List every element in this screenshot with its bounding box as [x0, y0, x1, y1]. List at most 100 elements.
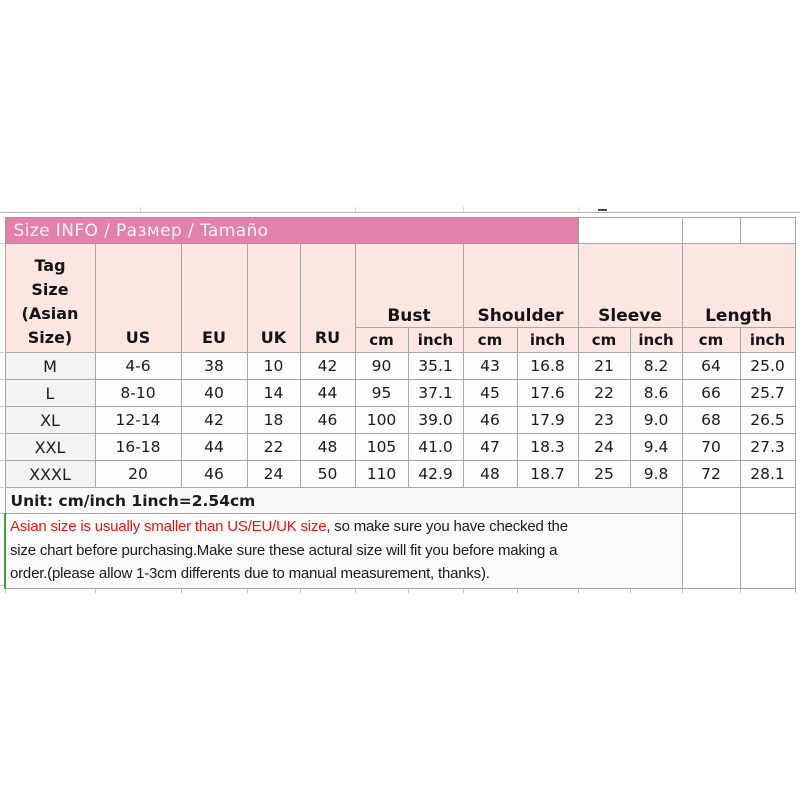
data-cell: 72 — [681, 460, 741, 488]
data-cell: 110 — [354, 460, 409, 488]
data-cell: 66 — [681, 379, 741, 407]
data-cell: 8.6 — [629, 379, 683, 407]
data-cell: 12-14 — [94, 406, 182, 434]
size-label-cell: L — [4, 379, 96, 407]
data-cell: 47 — [462, 433, 518, 461]
data-cell: 64 — [681, 352, 741, 380]
unit-header-inch: inch — [407, 327, 464, 353]
data-cell: 45 — [462, 379, 518, 407]
data-cell: 17.9 — [516, 406, 579, 434]
disclaimer-text: Asian size is usually smaller than US/EU… — [3, 513, 683, 589]
disclaimer-line-3: order.(please allow 1-3cm differents due… — [10, 565, 490, 582]
data-cell: 18.7 — [516, 460, 579, 488]
group-header-bust: Bust — [354, 243, 464, 328]
data-cell: 39.0 — [407, 406, 464, 434]
data-cell: 43 — [462, 352, 518, 380]
unit-header-cm: cm — [681, 327, 741, 353]
header-group-row: Tag Size (Asian Size) US EU UK RU Bust S… — [4, 243, 796, 353]
grid-tick-cell — [355, 588, 409, 593]
grid-sliver-line — [0, 513, 4, 514]
table-title: Size INFO / Размер / Tamaño — [4, 217, 579, 244]
data-cell: 100 — [354, 406, 409, 434]
data-cell: 37.1 — [407, 379, 464, 407]
data-cell: 24 — [577, 433, 631, 461]
empty-cell — [681, 487, 741, 514]
disclaimer-row: Asian size is usually smaller than US/EU… — [3, 513, 796, 589]
grid-tick-cell — [578, 588, 631, 593]
data-cell: 68 — [681, 406, 741, 434]
data-cell: 95 — [354, 379, 409, 407]
data-cell: 46 — [299, 406, 356, 434]
table-row-m: M 4-6 38 10 42 90 35.1 43 16.8 21 8.2 64… — [4, 352, 796, 380]
data-cell: 16-18 — [94, 433, 182, 461]
data-cell: 8-10 — [94, 379, 182, 407]
data-cell: 46 — [462, 406, 518, 434]
title-row: Size INFO / Размер / Tamaño — [4, 217, 796, 244]
data-cell: 22 — [577, 379, 631, 407]
empty-cell — [739, 487, 796, 514]
data-cell: 28.1 — [739, 460, 796, 488]
data-cell: 18 — [246, 406, 301, 434]
data-cell: 105 — [354, 433, 409, 461]
group-header-shoulder: Shoulder — [462, 243, 579, 328]
data-cell: 8.2 — [629, 352, 683, 380]
grid-tick-cell — [517, 588, 579, 593]
data-cell: 26.5 — [739, 406, 796, 434]
data-cell: 25 — [577, 460, 631, 488]
empty-cell — [739, 513, 796, 589]
data-cell: 41.0 — [407, 433, 464, 461]
table-row-xxxl: XXXL 20 46 24 50 110 42.9 48 18.7 25 9.8… — [4, 460, 796, 488]
artifact-dash — [598, 209, 607, 211]
grid-tick — [140, 207, 141, 212]
unit-header-inch: inch — [629, 327, 683, 353]
data-cell: 25.0 — [739, 352, 796, 380]
grid-tick-cell — [247, 588, 301, 593]
grid-sliver-line — [0, 352, 4, 353]
data-cell: 42.9 — [407, 460, 464, 488]
grid-tick — [578, 207, 579, 212]
table-row-xxl: XXL 16-18 44 22 48 105 41.0 47 18.3 24 9… — [4, 433, 796, 461]
data-cell: 42 — [299, 352, 356, 380]
grid-tick-row — [4, 588, 796, 593]
data-cell: 23 — [577, 406, 631, 434]
data-cell: 44 — [180, 433, 248, 461]
data-cell: 35.1 — [407, 352, 464, 380]
data-cell: 9.4 — [629, 433, 683, 461]
unit-header-cm: cm — [577, 327, 631, 353]
data-cell: 14 — [246, 379, 301, 407]
data-cell: 50 — [299, 460, 356, 488]
grid-tick-cell — [4, 588, 96, 593]
data-cell: 22 — [246, 433, 301, 461]
col-header-us: US — [94, 243, 182, 353]
grid-tick-cell — [181, 588, 248, 593]
grid-tick-cell — [682, 588, 741, 593]
table-row-l: L 8-10 40 14 44 95 37.1 45 17.6 22 8.6 6… — [4, 379, 796, 407]
grid-tick-cell — [630, 588, 683, 593]
data-cell: 17.6 — [516, 379, 579, 407]
disclaimer-black-text: , so make sure you have checked the — [326, 518, 568, 535]
size-label-cell: XL — [4, 406, 96, 434]
group-header-sleeve: Sleeve — [577, 243, 683, 328]
data-cell: 48 — [299, 433, 356, 461]
size-table: Size INFO / Размер / Tamaño Tag Size (As… — [3, 217, 796, 593]
grid-tick-cell — [300, 588, 356, 593]
tag-header-line: Size — [31, 280, 69, 299]
table-row-xl: XL 12-14 42 18 46 100 39.0 46 17.9 23 9.… — [4, 406, 796, 434]
data-cell: 16.8 — [516, 352, 579, 380]
data-cell: 90 — [354, 352, 409, 380]
empty-cell — [681, 513, 741, 589]
disclaimer-red-text: Asian size is usually smaller than US/EU… — [10, 518, 327, 535]
grid-tick — [355, 207, 356, 212]
size-label-cell: XXL — [4, 433, 96, 461]
grid-sliver-line — [0, 585, 4, 586]
data-cell: 48 — [462, 460, 518, 488]
empty-cell — [681, 217, 741, 244]
grid-tick-cell — [740, 588, 796, 593]
unit-header-cm: cm — [354, 327, 409, 353]
disclaimer-line-2: size chart before purchasing.Make sure t… — [10, 541, 558, 559]
unit-note: Unit: cm/inch 1inch=2.54cm — [4, 487, 683, 514]
grid-hairline-top — [0, 212, 800, 213]
grid-sliver-line — [0, 487, 4, 488]
tag-header-line: Size) — [27, 328, 73, 347]
data-cell: 70 — [681, 433, 741, 461]
